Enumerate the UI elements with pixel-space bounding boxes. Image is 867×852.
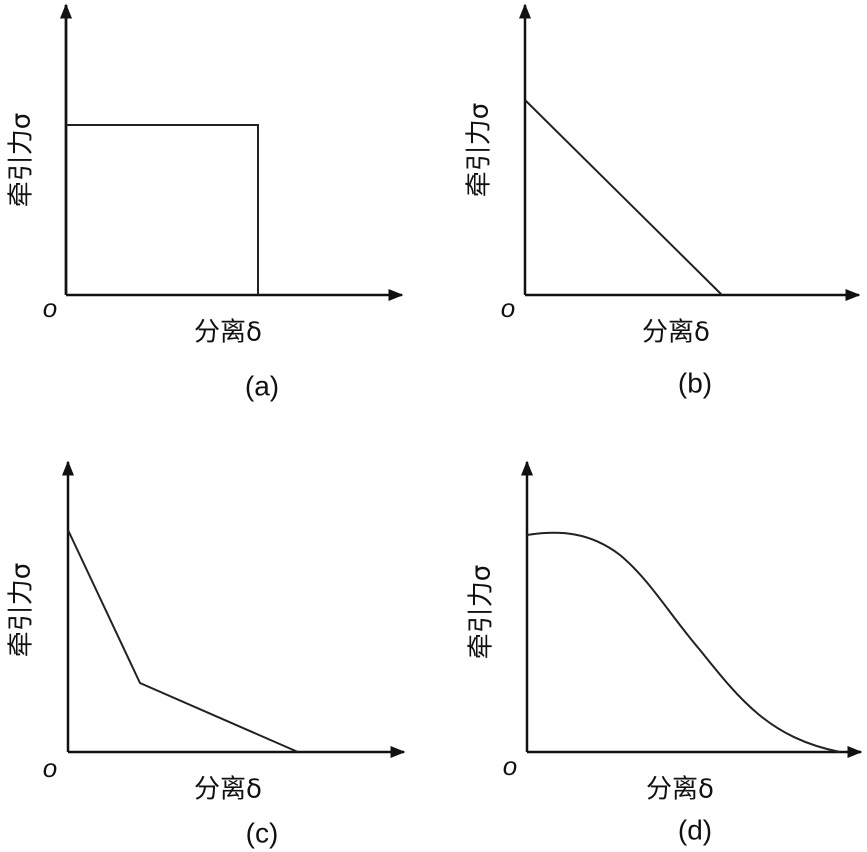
- panel-d: 牵引力σ o 分离δ (d): [467, 460, 863, 845]
- origin: o: [43, 293, 57, 323]
- x-label: 分离δ: [194, 775, 262, 805]
- caption: (b): [678, 367, 712, 398]
- origin: o: [503, 751, 517, 781]
- panel-a: 牵引力σ o 分离δ (a): [7, 3, 403, 401]
- y-label: 牵引力σ: [7, 113, 37, 207]
- panel-b: 牵引力σ o 分离δ (b): [465, 3, 861, 398]
- x-label: 分离δ: [194, 318, 262, 348]
- x-label: 分离δ: [642, 318, 710, 348]
- curve: [66, 124, 259, 295]
- y-label: 牵引力σ: [7, 563, 37, 657]
- y-label: 牵引力σ: [465, 103, 495, 197]
- y-label: 牵引力σ: [467, 565, 497, 659]
- caption: (c): [246, 817, 279, 848]
- caption: (a): [245, 370, 279, 401]
- curve: [524, 99, 723, 296]
- origin: o: [501, 293, 515, 323]
- curve: [67, 529, 299, 753]
- origin: o: [43, 753, 57, 783]
- x-label: 分离δ: [646, 775, 714, 805]
- curve: [526, 531, 841, 753]
- panel-c: 牵引力σ o 分离δ (c): [7, 460, 406, 848]
- axes: [64, 5, 402, 295]
- caption: (d): [678, 814, 712, 845]
